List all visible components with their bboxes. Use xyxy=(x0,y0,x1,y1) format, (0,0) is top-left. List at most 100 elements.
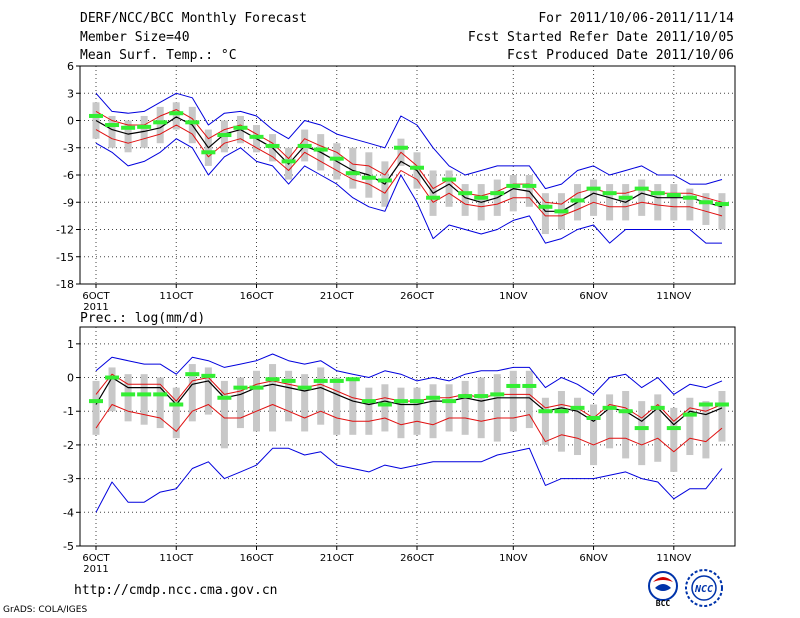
temperature-reference-mark-17 xyxy=(361,175,376,180)
precipitation-x-tick-label-0: 6OCT xyxy=(82,553,110,564)
precipitation-x-tick-label-4: 26OCT xyxy=(400,553,435,564)
temperature-spread-box-5 xyxy=(172,102,180,130)
temperature-reference-mark-9 xyxy=(233,125,248,130)
precipitation-reference-mark-27 xyxy=(522,383,537,388)
precipitation-plot-frame xyxy=(79,326,736,547)
temperature-reference-mark-33 xyxy=(618,195,633,200)
precipitation-reference-mark-21 xyxy=(426,395,441,400)
temperature-y-tick-label-5: -9 xyxy=(63,196,74,209)
precipitation-reference-mark-9 xyxy=(233,385,248,390)
precipitation-reference-mark-25 xyxy=(490,392,505,397)
precipitation-spread-box-30 xyxy=(574,397,581,456)
temperature-reference-mark-23 xyxy=(458,191,473,196)
precipitation-year-label: 2011 xyxy=(83,564,108,575)
precipitation-reference-mark-23 xyxy=(458,394,473,399)
temperature-reference-mark-5 xyxy=(169,111,184,116)
temperature-year-label: 2011 xyxy=(83,302,108,313)
variable-label: Mean Surf. Temp.: °C xyxy=(80,48,237,63)
precipitation-x-tick-label-2: 16OCT xyxy=(240,553,275,564)
temperature-x-tick-label-1: 11OCT xyxy=(159,291,194,302)
temperature-reference-mark-30 xyxy=(570,198,585,203)
temperature-reference-mark-7 xyxy=(201,150,216,155)
temperature-reference-mark-0 xyxy=(89,113,103,118)
temperature-spread-box-16 xyxy=(349,147,357,189)
precipitation-y-tick-label-1: 0 xyxy=(67,372,74,385)
precipitation-spread-box-35 xyxy=(654,394,662,462)
precipitation-spread-box-4 xyxy=(156,377,164,429)
temperature-reference-mark-4 xyxy=(153,120,168,125)
temperature-x-tick-label-6: 6NOV xyxy=(579,291,608,302)
temperature-reference-mark-12 xyxy=(281,159,296,164)
precipitation-reference-mark-30 xyxy=(570,405,585,410)
temperature-y-tick-label-1: 3 xyxy=(67,87,74,100)
temperature-upper-line xyxy=(95,109,723,205)
precipitation-spread-box-13 xyxy=(301,374,309,432)
temperature-reference-mark-19 xyxy=(393,145,408,150)
precipitation-spread-box-11 xyxy=(269,364,277,432)
temperature-y-tick-label-7: -15 xyxy=(56,251,74,264)
precipitation-maximum-line xyxy=(95,353,723,395)
temperature-spread-box-1 xyxy=(108,115,116,148)
precipitation-reference-mark-19 xyxy=(393,399,408,404)
precipitation-spread-box-7 xyxy=(204,367,212,415)
temperature-reference-mark-29 xyxy=(554,209,569,214)
precipitation-y-tick-label-3: -2 xyxy=(63,439,74,452)
temperature-reference-mark-11 xyxy=(265,143,280,148)
precipitation-reference-mark-17 xyxy=(361,399,376,404)
temperature-reference-mark-37 xyxy=(682,195,697,200)
precipitation-x-tick-label-5: 1NOV xyxy=(499,553,528,564)
temperature-reference-mark-22 xyxy=(442,177,457,182)
precipitation-reference-mark-1 xyxy=(105,375,120,380)
temperature-reference-mark-36 xyxy=(666,192,681,197)
precipitation-reference-mark-26 xyxy=(506,383,521,388)
temperature-minimum-line xyxy=(95,138,722,244)
precipitation-x-tick-label-3: 21OCT xyxy=(320,553,355,564)
temperature-spread-box-35 xyxy=(654,184,662,221)
precipitation-reference-mark-31 xyxy=(586,415,601,420)
precipitation-y-tick-label-0: 1 xyxy=(67,338,74,351)
source-url[interactable]: http://cmdp.ncc.cma.gov.cn xyxy=(74,583,278,598)
precipitation-reference-mark-20 xyxy=(410,399,424,404)
precipitation-y-tick-label-5: -4 xyxy=(63,506,74,519)
precipitation-reference-mark-15 xyxy=(329,378,344,383)
temperature-spread-box-28 xyxy=(541,193,549,235)
temperature-spread-box-4 xyxy=(156,106,164,144)
precipitation-reference-mark-8 xyxy=(217,395,232,400)
temperature-mean-line xyxy=(95,116,723,212)
temperature-reference-mark-6 xyxy=(185,120,200,125)
temperature-reference-mark-34 xyxy=(634,186,649,191)
precipitation-x-tick-label-7: 11NOV xyxy=(656,553,691,564)
temperature-x-tick-label-7: 11NOV xyxy=(656,291,691,302)
precipitation-spread-box-22 xyxy=(445,384,453,432)
precipitation-spread-box-36 xyxy=(670,407,678,472)
precipitation-reference-mark-11 xyxy=(265,377,280,382)
temperature-y-tick-label-6: -12 xyxy=(56,224,74,237)
precipitation-spread-box-15 xyxy=(333,377,341,435)
precipitation-spread-box-3 xyxy=(140,374,148,425)
precipitation-spread-box-17 xyxy=(365,387,373,435)
precipitation-reference-mark-32 xyxy=(602,405,617,410)
precipitation-spread-box-2 xyxy=(124,374,132,422)
precipitation-x-tick-label-6: 6NOV xyxy=(579,553,608,564)
temperature-spread-box-36 xyxy=(670,184,678,221)
temperature-y-tick-label-4: -6 xyxy=(63,169,74,182)
temperature-reference-mark-10 xyxy=(249,134,264,139)
precipitation-reference-mark-14 xyxy=(313,378,328,383)
temperature-lower-line xyxy=(95,124,723,217)
bcc-logo-text: BCC xyxy=(656,599,671,608)
precipitation-mean-line xyxy=(95,376,723,426)
temperature-maximum-line xyxy=(95,92,723,190)
precipitation-reference-mark-36 xyxy=(666,426,681,431)
precipitation-reference-mark-10 xyxy=(249,385,264,390)
forecast-start-date: Fcst Started Refer Date 2011/10/05 xyxy=(467,30,734,45)
precipitation-reference-mark-0 xyxy=(89,399,103,404)
precipitation-spread-box-25 xyxy=(493,374,501,442)
precipitation-reference-mark-6 xyxy=(185,372,200,377)
precipitation-spread-box-9 xyxy=(236,377,244,429)
precipitation-reference-mark-33 xyxy=(618,409,633,414)
temperature-reference-mark-31 xyxy=(586,186,601,191)
precipitation-y-tick-label-6: -5 xyxy=(63,540,74,553)
precipitation-spread-box-19 xyxy=(397,387,405,439)
temperature-reference-mark-14 xyxy=(313,147,328,152)
